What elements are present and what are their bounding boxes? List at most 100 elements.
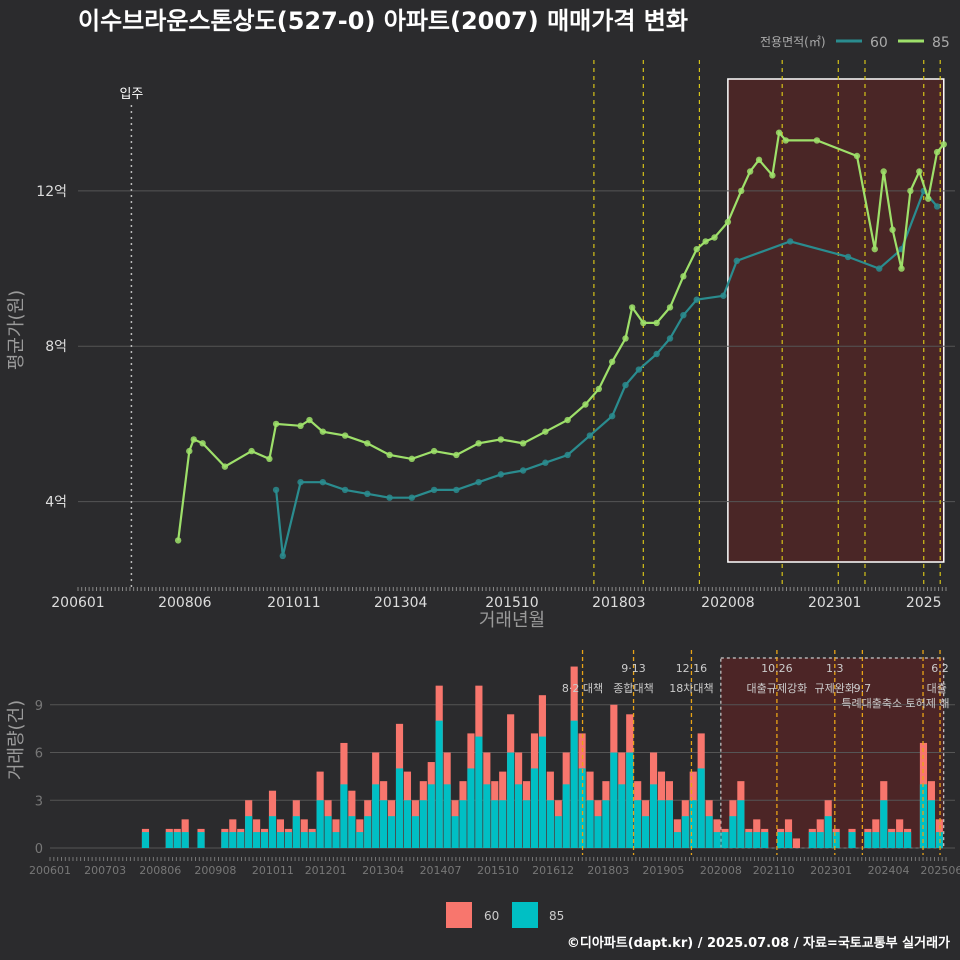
policy-label: 12·16 <box>676 662 708 675</box>
bar-85 <box>530 768 539 848</box>
volume-x-tick: 201612 <box>532 864 574 877</box>
bottom-legend-label-85: 85 <box>549 909 564 923</box>
bar-85 <box>221 832 229 848</box>
bar-85 <box>602 800 610 848</box>
volume-x-tick: 201905 <box>642 864 684 877</box>
x-tick-label: 202301 <box>808 595 861 611</box>
bar-85 <box>832 832 840 848</box>
volume-y-tick: 0 <box>35 842 43 857</box>
bar-85 <box>816 832 824 848</box>
data-point-60 <box>876 265 883 272</box>
data-point-85 <box>666 304 674 311</box>
bar-85 <box>904 832 912 848</box>
data-point-85 <box>341 432 349 439</box>
data-point-60 <box>733 257 740 265</box>
volume-x-tick: 202008 <box>700 864 742 877</box>
bar-85 <box>427 784 435 848</box>
x-tick-label: 201803 <box>592 595 645 611</box>
policy-label: 규제완화 <box>815 682 855 695</box>
bar-85 <box>475 736 483 848</box>
bar-85 <box>761 832 769 848</box>
data-point-85 <box>199 440 206 447</box>
bar-85 <box>403 800 412 848</box>
volume-axis-title: 거래량(건) <box>6 700 27 780</box>
data-point-85 <box>497 436 505 443</box>
data-point-85 <box>453 451 460 459</box>
data-point-60 <box>279 552 286 560</box>
bar-85 <box>578 768 586 848</box>
bar-85 <box>316 800 324 848</box>
data-point-60 <box>622 381 629 389</box>
policy-label: 대출 <box>927 682 947 695</box>
policy-label: 8·2 대책 <box>562 682 603 695</box>
move-in-label: 입주 <box>119 87 143 102</box>
x-tick-label: 2025 <box>906 595 942 611</box>
data-point-85 <box>693 245 700 253</box>
x-tick-label: 201011 <box>267 595 320 611</box>
bar-85 <box>935 832 943 848</box>
bar-85 <box>292 816 300 848</box>
data-point-60 <box>341 486 349 494</box>
bottom-legend-label-60: 60 <box>484 909 499 923</box>
data-point-85 <box>680 273 687 280</box>
volume-panel: 0 3 6 9 8·2 대책 9·13 종합대책 12·16 18차대책 10.26 대출규제강화 1… <box>29 650 960 877</box>
bar-85 <box>348 816 356 848</box>
bar-60 <box>792 838 801 848</box>
data-point-85 <box>248 447 255 455</box>
volume-x-tick: 200601 <box>29 864 71 877</box>
data-point-85 <box>475 440 482 447</box>
bar-85 <box>499 800 507 848</box>
data-point-85 <box>319 428 327 435</box>
x-tick-label: 202008 <box>701 595 754 611</box>
bar-85 <box>681 816 689 848</box>
bar-85 <box>745 832 753 848</box>
x-axis-title: 거래년월 <box>479 610 545 631</box>
price-panel: 4억 8억 12억 입주 200601 200806 201011 201304 201510 2… <box>36 60 955 611</box>
bar-85 <box>387 816 396 848</box>
data-point-85 <box>640 319 647 327</box>
data-point-60 <box>680 311 687 319</box>
footer-credit: ©디아파트(dapt.kr) / 2025.07.08 / 자료=국토교통부 실… <box>567 935 950 951</box>
bar-85 <box>784 832 793 848</box>
bar-85 <box>697 768 705 848</box>
data-point-85 <box>190 436 197 443</box>
data-point-85 <box>907 187 914 195</box>
data-point-85 <box>775 129 783 136</box>
data-point-60 <box>386 494 393 501</box>
bar-85 <box>610 752 618 848</box>
bar-85 <box>642 816 650 848</box>
bar-85 <box>308 832 316 848</box>
x-tick-label: 201304 <box>374 595 428 611</box>
bar-85 <box>705 816 713 848</box>
bar-85 <box>562 784 570 848</box>
policy-label: 대출규제강화 <box>747 682 808 695</box>
bar-85 <box>737 800 745 848</box>
bar-85 <box>888 832 896 848</box>
bar-85 <box>554 816 562 848</box>
bar-85 <box>864 832 872 848</box>
bar-85 <box>451 816 459 848</box>
bar-85 <box>419 800 427 848</box>
policy-label: 9.7 <box>854 682 872 695</box>
bar-85 <box>594 816 602 848</box>
y-axis-title: 평균가(원) <box>6 290 27 370</box>
bar-85 <box>649 784 658 848</box>
bar-85 <box>753 832 761 848</box>
policy-label: 18차대책 <box>669 682 713 695</box>
data-point-60 <box>408 494 416 501</box>
y-tick-label: 8억 <box>45 339 67 355</box>
bar-85 <box>284 832 292 848</box>
data-point-85 <box>297 422 304 430</box>
bar-85 <box>507 752 515 848</box>
data-point-85 <box>769 172 776 179</box>
bar-85 <box>229 832 237 848</box>
volume-y-tick: 6 <box>35 747 43 762</box>
policy-label: 9·13 <box>621 662 646 675</box>
data-point-85 <box>738 187 745 195</box>
data-point-85 <box>755 156 763 164</box>
legend-title: 전용면적(㎡) <box>760 35 826 49</box>
data-point-60 <box>787 238 794 245</box>
bar-85 <box>880 800 888 848</box>
data-point-85 <box>746 168 754 175</box>
